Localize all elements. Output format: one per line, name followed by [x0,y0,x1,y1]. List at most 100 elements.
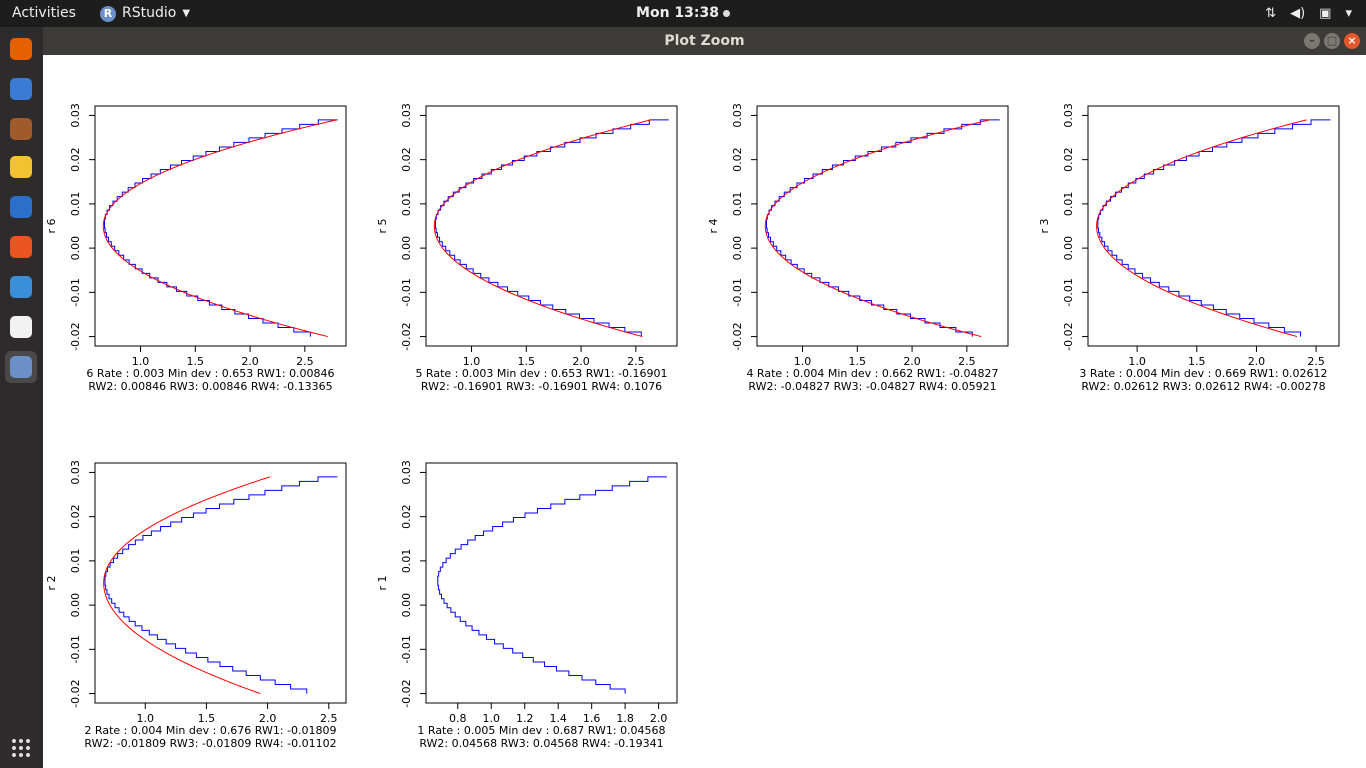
rhythmbox-icon[interactable] [5,151,37,183]
top-bar: Activities R RStudio ▼ Mon 13:38 ⇅ ◀) ▣ … [0,0,1366,27]
battery-icon[interactable]: ▣ [1319,6,1332,21]
firefox-glyph [10,38,32,60]
series-red-fit [764,119,990,338]
plot-caption-line1: 2 Rate : 0.004 Min dev : 0.676 RW1: -0.0… [84,724,336,737]
plot-caption-line1: 6 Rate : 0.003 Min dev : 0.653 RW1: 0.00… [86,367,334,380]
y-tick-label: 0.00 [1062,236,1075,261]
plot-caption-line2: RW2: 0.00846 RW3: 0.00846 RW4: -0.13365 [88,380,332,393]
rhythmbox-glyph [10,156,32,178]
x-tick-label: 2.5 [958,355,976,368]
y-tick-label: 0.02 [400,504,413,528]
plot-caption-line1: 5 Rate : 0.003 Min dev : 0.653 RW1: -0.1… [415,367,667,380]
window-titlebar[interactable]: Plot Zoom – □ × [43,27,1366,55]
y-tick-label: 0.00 [69,593,82,618]
y-tick-label: 0.03 [1062,103,1075,128]
y-tick-label: 0.03 [400,460,413,485]
close-button[interactable]: × [1344,33,1360,49]
y-tick-label: -0.02 [69,322,82,350]
help-icon[interactable] [5,271,37,303]
caret-down-icon: ▼ [182,8,191,19]
x-tick-label: 1.5 [518,355,536,368]
y-axis-label: r 6 [45,218,58,233]
clock-label: Mon 13:38 [636,5,719,21]
y-tick-label: 0.02 [400,147,413,172]
y-tick-label: -0.02 [400,679,413,707]
x-tick-label: 1.4 [549,712,567,725]
x-tick-label: 1.0 [132,355,150,368]
firefox-icon[interactable] [5,33,37,65]
window-title: Plot Zoom [664,33,745,49]
plot-panel: -0.02 -0.01 0.00 0.01 0.02 0.03 r 2 1.0 1.5 2.0 2.… [45,460,347,750]
y-axis-label: r 1 [376,575,389,590]
x-tick-label: 0.8 [449,712,467,725]
y-tick-label: 0.02 [731,147,744,172]
maximize-button[interactable]: □ [1324,33,1340,49]
y-axis-label: r 2 [45,575,58,590]
series-blue-step [765,119,1000,337]
y-tick-label: 0.01 [731,192,744,217]
rstudio-logo-icon: R [100,5,116,22]
series-blue-step [1097,119,1331,337]
software-center-icon[interactable] [5,231,37,263]
y-tick-label: 0.00 [400,593,413,618]
y-tick-label: -0.01 [69,278,82,306]
x-tick-label: 1.8 [616,712,634,725]
plot-caption-line2: RW2: 0.04568 RW3: 0.04568 RW4: -0.19341 [419,737,663,750]
y-tick-label: -0.02 [69,679,82,707]
y-tick-label: -0.02 [731,322,744,350]
activities-button[interactable]: Activities [12,5,76,21]
plot-panel: -0.02 -0.01 0.00 0.01 0.02 0.03 r 3 1.0 1.5 2.0 2.… [1038,103,1340,393]
x-tick-label: 2.0 [241,355,259,368]
y-tick-label: 0.01 [400,192,413,217]
y-tick-label: 0.01 [69,192,82,217]
caret-down-icon[interactable]: ▾ [1345,6,1352,21]
show-applications-icon[interactable] [12,739,30,757]
plot-caption-line2: RW2: -0.04827 RW3: -0.04827 RW4: 0.05921 [748,380,996,393]
series-red-fit [433,119,652,338]
clock[interactable]: Mon 13:38 [0,0,1366,27]
y-tick-label: -0.01 [400,635,413,663]
x-tick-label: 1.2 [516,712,534,725]
plots-svg: -0.02 -0.01 0.00 0.01 0.02 0.03 r 6 1.0 1.5 2.0 2.… [45,103,1340,750]
rstudio-icon[interactable] [5,351,37,383]
x-tick-label: 1.5 [198,712,216,725]
x-tick-label: 2.0 [572,355,590,368]
y-tick-label: -0.01 [400,278,413,306]
x-tick-label: 1.0 [483,712,501,725]
series-red-fit [1096,119,1307,338]
libreoffice-writer-glyph [10,196,32,218]
notification-dot-icon [722,9,730,17]
x-tick-label: 1.0 [137,712,155,725]
plot-panel: -0.02 -0.01 0.00 0.01 0.02 0.03 r 1 0.8 1.0 1.2 1.… [376,460,678,750]
plot-panel: -0.02 -0.01 0.00 0.01 0.02 0.03 r 6 1.0 1.5 2.0 2.… [45,103,347,393]
thunderbird-icon[interactable] [5,73,37,105]
files-icon[interactable] [5,113,37,145]
series-red-fit [102,119,337,338]
help-glyph [10,276,32,298]
y-axis-label: r 4 [707,218,720,233]
y-tick-label: -0.01 [731,278,744,306]
app-menu[interactable]: R RStudio ▼ [100,0,190,27]
files-glyph [10,118,32,140]
plot-caption-line1: 3 Rate : 0.004 Min dev : 0.669 RW1: 0.02… [1079,367,1327,380]
minimize-button[interactable]: – [1304,33,1320,49]
libreoffice-writer-icon[interactable] [5,191,37,223]
y-tick-label: 0.03 [69,460,82,485]
y-tick-label: -0.01 [1062,278,1075,306]
amazon-icon[interactable] [5,311,37,343]
plot-caption-line1: 4 Rate : 0.004 Min dev : 0.662 RW1: -0.0… [746,367,998,380]
thunderbird-glyph [10,78,32,100]
x-tick-label: 1.5 [187,355,205,368]
series-blue-step [104,476,338,694]
amazon-glyph [10,316,32,338]
y-tick-label: 0.01 [1062,192,1075,217]
y-axis-label: r 3 [1038,218,1051,233]
y-tick-label: 0.01 [400,549,413,574]
x-tick-label: 2.5 [1307,355,1325,368]
x-tick-label: 1.0 [463,355,481,368]
system-tray[interactable]: ⇅ ◀) ▣ ▾ [1265,0,1352,27]
x-tick-label: 2.0 [259,712,277,725]
plot-panel: -0.02 -0.01 0.00 0.01 0.02 0.03 r 4 1.0 1.5 2.0 2.… [707,103,1009,393]
network-icon[interactable]: ⇅ [1265,6,1277,21]
volume-icon[interactable]: ◀) [1290,6,1306,21]
